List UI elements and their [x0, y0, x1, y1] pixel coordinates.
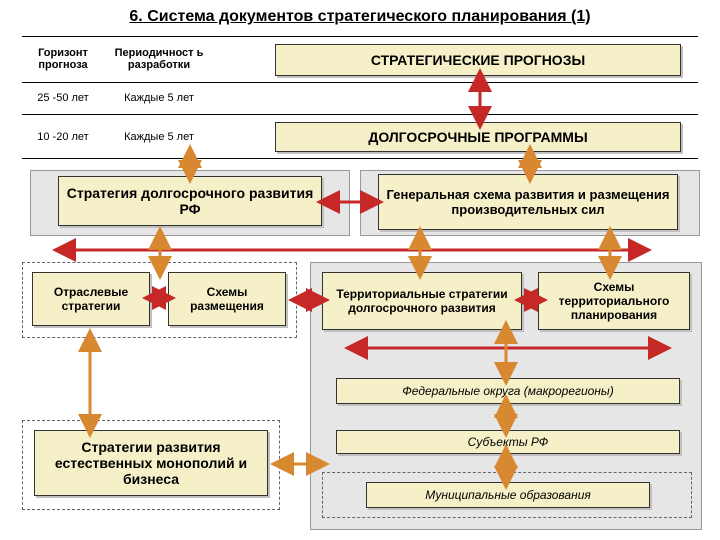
table-header-periodicity: Периодичност ь разработки: [110, 40, 208, 78]
box-territorial-planning: Схемы территориального планирования: [538, 272, 690, 330]
table-cell: 10 -20 лет: [22, 122, 104, 152]
box-placement-schemes: Схемы размещения: [168, 272, 286, 326]
separator-line: [22, 158, 698, 159]
table-cell: Каждые 5 лет: [110, 122, 208, 152]
separator-line: [22, 82, 698, 83]
table-header-horizon: Горизонт прогноза: [22, 40, 104, 78]
page-title: 6. Система документов стратегического пл…: [0, 0, 720, 36]
box-monopolies: Стратегии развития естественных монополи…: [34, 430, 268, 496]
box-subjects-rf: Субъекты РФ: [336, 430, 680, 454]
box-strategic-forecasts: СТРАТЕГИЧЕСКИЕ ПРОГНОЗЫ: [275, 44, 681, 76]
box-sector-strategies: Отраслевые стратегии: [32, 272, 150, 326]
box-strategy-rf: Стратегия долгосрочного развития РФ: [58, 176, 322, 226]
table-cell: Каждые 5 лет: [110, 86, 208, 110]
box-municipal: Муниципальные образования: [366, 482, 650, 508]
table-cell: 25 -50 лет: [22, 86, 104, 110]
box-longterm-programs: ДОЛГОСРОЧНЫЕ ПРОГРАММЫ: [275, 122, 681, 152]
box-federal-districts: Федеральные округа (макрорегионы): [336, 378, 680, 404]
box-general-scheme: Генеральная схема развития и размещения …: [378, 174, 678, 230]
separator-line: [22, 36, 698, 37]
box-territorial-strategies: Территориальные стратегии долгосрочного …: [322, 272, 522, 330]
separator-line: [22, 114, 698, 115]
